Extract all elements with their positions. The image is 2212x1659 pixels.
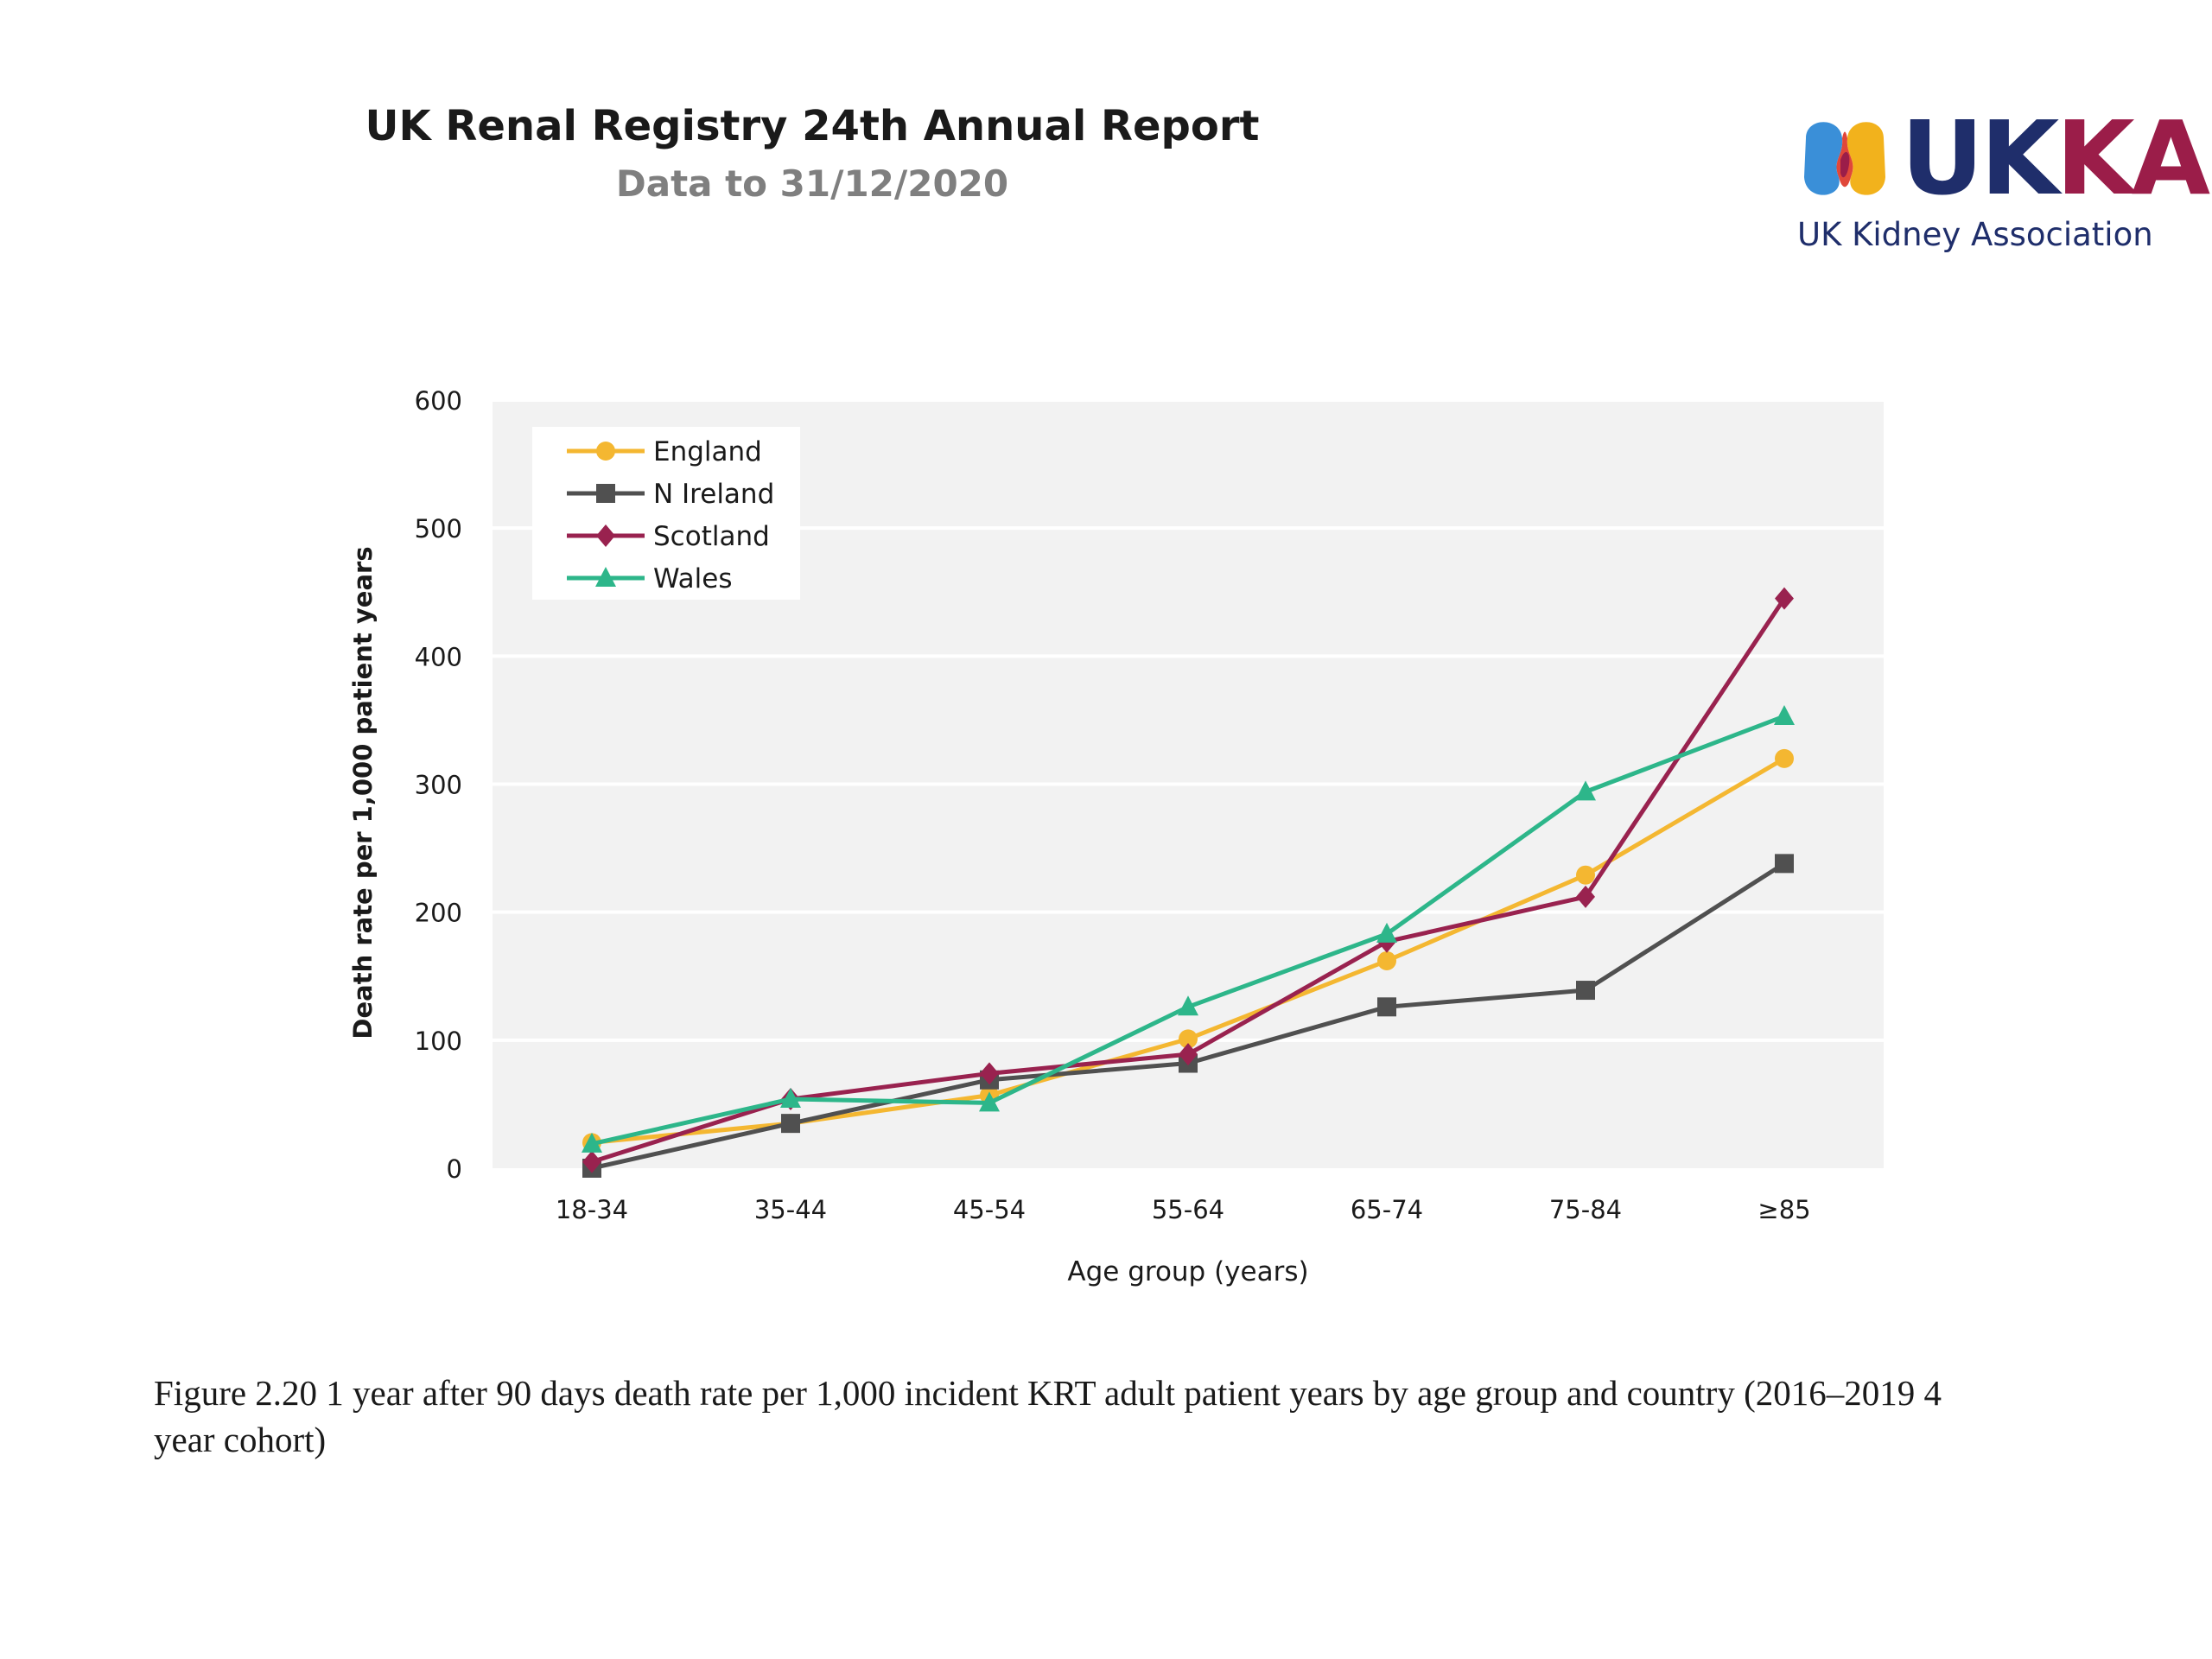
data-point-n-ireland xyxy=(1576,981,1595,1001)
chart-legend: England N Ireland Scotland Wales xyxy=(532,427,800,600)
data-point-n-ireland xyxy=(1775,854,1794,874)
legend-label-wales: Wales xyxy=(653,563,733,594)
legend-marker-n-ireland xyxy=(596,484,615,503)
data-point-wales xyxy=(1376,922,1397,943)
legend-label-england: England xyxy=(653,436,762,467)
legend-box xyxy=(532,427,800,600)
data-point-wales xyxy=(1575,780,1596,801)
legend-marker-england xyxy=(596,442,615,461)
data-point-n-ireland xyxy=(1377,997,1396,1017)
logo-wordmark: UKKA xyxy=(1901,102,2210,214)
data-point-wales xyxy=(1774,704,1795,725)
data-point-scotland xyxy=(1775,587,1794,610)
data-point-wales xyxy=(780,1087,801,1108)
y-tick-label: 400 xyxy=(415,642,462,671)
x-tick-label: 75-84 xyxy=(1549,1195,1622,1224)
kidney-logo-icon xyxy=(1804,122,1885,195)
data-point-england xyxy=(1775,748,1794,768)
legend-marker-wales xyxy=(595,567,616,587)
data-point-wales xyxy=(582,1132,602,1153)
logo-wordmark-uk: UK xyxy=(1901,99,2059,218)
y-tick-label: 200 xyxy=(415,899,462,928)
logo-tagline: UK Kidney Association xyxy=(1797,216,2153,253)
x-tick-label: 55-64 xyxy=(1152,1195,1224,1224)
data-point-wales xyxy=(979,1091,1000,1112)
data-point-scotland xyxy=(1576,885,1595,908)
ukka-logo: UKKA UK Kidney Association xyxy=(1797,102,2210,259)
data-point-scotland xyxy=(980,1062,999,1085)
logo-wordmark-ka: KA xyxy=(2056,99,2210,218)
data-point-scotland xyxy=(582,1150,601,1173)
y-tick-label: 500 xyxy=(415,514,462,543)
y-tick-label: 600 xyxy=(415,386,462,416)
legend-label-scotland: Scotland xyxy=(653,521,770,552)
data-point-england xyxy=(1377,950,1396,970)
data-point-scotland xyxy=(1179,1043,1198,1066)
x-tick-label: ≥85 xyxy=(1758,1195,1810,1224)
legend-marker-scotland xyxy=(596,524,615,547)
x-axis-title: Age group (years) xyxy=(1067,1256,1308,1287)
figure-caption: Figure 2.20 1 year after 90 days death r… xyxy=(154,1373,1942,1459)
data-point-england xyxy=(1576,865,1595,885)
report-title: UK Renal Registry 24th Annual Report xyxy=(365,102,1260,150)
y-tick-label: 100 xyxy=(415,1027,462,1056)
x-tick-label: 65-74 xyxy=(1351,1195,1423,1224)
x-tick-label: 45-54 xyxy=(953,1195,1026,1224)
legend-label-n-ireland: N Ireland xyxy=(653,479,774,510)
y-tick-label: 0 xyxy=(447,1154,462,1184)
x-tick-label: 35-44 xyxy=(754,1195,827,1224)
data-point-n-ireland xyxy=(781,1114,800,1134)
x-tick-label: 18-34 xyxy=(556,1195,628,1224)
y-tick-label: 300 xyxy=(415,771,462,800)
data-point-england xyxy=(1179,1029,1198,1049)
death-rate-line-chart: 0 100 200 300 400 500 600 18-34 35-44 45-54 55-64 6… xyxy=(348,386,1884,1287)
data-point-wales xyxy=(1178,995,1198,1016)
report-subtitle: Data to 31/12/2020 xyxy=(615,162,1009,205)
y-axis-title: Death rate per 1,000 patient years xyxy=(348,546,378,1039)
